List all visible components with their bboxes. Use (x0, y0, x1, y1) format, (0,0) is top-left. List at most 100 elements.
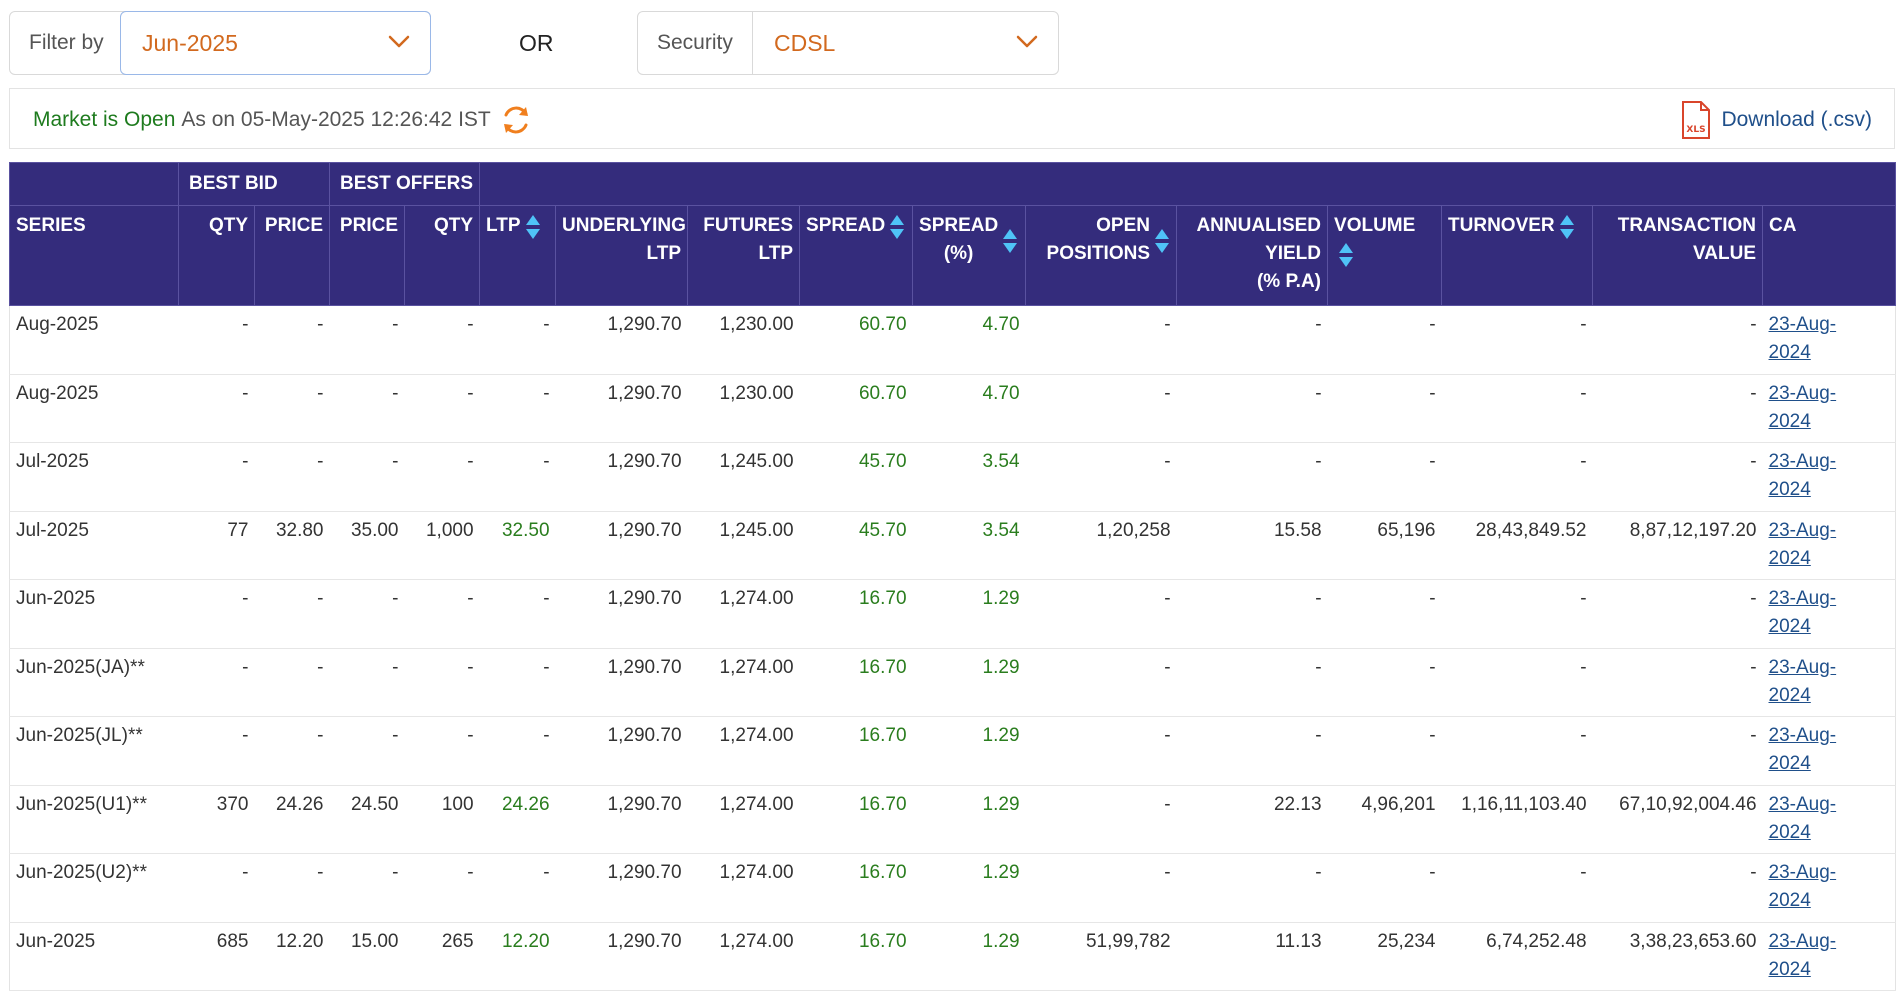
cell-bid-price: 32.80 (254, 511, 330, 580)
col-header-ltp[interactable]: LTP (479, 205, 557, 306)
table-row: Jun-2025 685 12.20 15.00 265 12.20 1,290.70 1,2… (9, 922, 1897, 991)
cell-annualised-yield: - (1176, 305, 1328, 375)
cell-transaction-value: - (1592, 305, 1763, 375)
sort-icon[interactable] (525, 214, 541, 242)
cell-bid-price: - (254, 374, 330, 443)
spread-table: BEST BID BEST OFFERS SERIES QTY PRICE PR… (9, 162, 1897, 991)
cell-ca: 23-Aug- 2024 (1762, 648, 1897, 717)
cell-ltp: - (479, 442, 556, 512)
security-select[interactable]: CDSL (752, 11, 1058, 75)
ca-date-link[interactable]: 23-Aug- 2024 (1768, 382, 1837, 432)
cell-underlying-ltp: 1,290.70 (555, 853, 688, 923)
cell-turnover: - (1441, 374, 1593, 443)
col-header-offer-price: PRICE (329, 205, 405, 306)
cell-spread-pct: 1.29 (912, 785, 1026, 854)
col-header-volume[interactable]: VOLUME (1327, 205, 1443, 306)
status-bar: Market is Open As on 05-May-2025 12:26:4… (9, 88, 1895, 149)
cell-transaction-value: - (1592, 716, 1763, 786)
cell-series: Jun-2025 (9, 922, 179, 991)
cell-underlying-ltp: 1,290.70 (555, 511, 688, 580)
ca-date-link[interactable]: 23-Aug- 2024 (1768, 519, 1837, 569)
cell-open-positions: 1,20,258 (1025, 511, 1177, 580)
table-group-header-row: BEST BID BEST OFFERS (9, 162, 1897, 206)
ca-date-link[interactable]: 23-Aug- 2024 (1768, 930, 1837, 980)
table-row: Aug-2025- - - - -1,290.70 1,230.00 60.70 4.70- -… (9, 305, 1897, 375)
cell-annualised-yield: 11.13 (1176, 922, 1328, 991)
ca-date-link[interactable]: 23-Aug- 2024 (1768, 451, 1837, 500)
cell-spread: 60.70 (799, 374, 913, 443)
cell-ca: 23-Aug- 2024 (1762, 579, 1897, 649)
or-label: OR (519, 29, 554, 56)
cell-ltp: - (479, 648, 556, 717)
cell-bid-qty: 370 (178, 785, 255, 854)
cell-futures-ltp: 1,274.00 (687, 853, 800, 923)
sort-icon[interactable] (1559, 214, 1575, 242)
security-label: Security (657, 31, 733, 54)
cell-spread: 16.70 (799, 579, 913, 649)
cell-series: Jun-2025(JA)** (9, 648, 179, 717)
cell-series: Jul-2025 (9, 442, 179, 512)
cell-spread: 16.70 (799, 648, 913, 717)
cell-offer-qty: - (404, 716, 480, 786)
cell-annualised-yield: - (1176, 442, 1328, 512)
ca-date-link[interactable]: 23-Aug- 2024 (1768, 656, 1837, 706)
cell-bid-qty: 685 (178, 922, 255, 991)
ca-date-link[interactable]: 23-Aug- 2024 (1768, 725, 1837, 774)
cell-offer-price: - (329, 853, 405, 923)
ca-date-link[interactable]: 23-Aug- 2024 (1768, 862, 1837, 911)
table-row: Jun-2025(U2)** - - - - -1,290.70 1,274.00 16.70… (9, 853, 1897, 923)
cell-futures-ltp: 1,245.00 (687, 442, 800, 512)
cell-ca: 23-Aug- 2024 (1762, 442, 1897, 512)
download-csv-button[interactable]: XLS Download (.csv) (1681, 89, 1872, 150)
table-row: Jun-2025(U1)** 370 24.26 24.50 100 24.26 1,290… (9, 785, 1897, 854)
cell-bid-price: - (254, 648, 330, 717)
cell-ca: 23-Aug- 2024 (1762, 374, 1897, 443)
cell-offer-qty: - (404, 442, 480, 512)
sort-icon[interactable] (1002, 228, 1018, 256)
sort-icon[interactable] (889, 214, 905, 242)
sort-icon[interactable] (1154, 228, 1170, 256)
table-body: Aug-2025- - - - -1,290.70 1,230.00 60.70 4.70- -… (9, 305, 1897, 991)
group-header-best-bid: BEST BID (178, 162, 330, 206)
col-header-turnover[interactable]: TURNOVER (1441, 205, 1594, 306)
filter-by-label: Filter by (29, 31, 104, 54)
xls-icon-text: XLS (1687, 125, 1706, 135)
cell-offer-price: - (329, 648, 405, 717)
table-row: Jun-2025(JA)** - - - - -1,290.70 1,274.00 16.70… (9, 648, 1897, 717)
cell-transaction-value: 3,38,23,653.60 (1592, 922, 1763, 991)
cell-spread-pct: 1.29 (912, 579, 1026, 649)
ca-date-link[interactable]: 23-Aug- 2024 (1768, 314, 1837, 363)
cell-ltp: - (479, 374, 556, 443)
cell-offer-price: 15.00 (329, 922, 405, 991)
ca-date-link[interactable]: 23-Aug- 2024 (1768, 793, 1837, 843)
cell-open-positions: - (1025, 716, 1177, 786)
cell-futures-ltp: 1,274.00 (687, 648, 800, 717)
col-header-spread-pct[interactable]: SPREAD (%) (912, 205, 1027, 306)
cell-offer-price: - (329, 716, 405, 786)
refresh-icon[interactable] (499, 103, 533, 137)
cell-bid-price: 24.26 (254, 785, 330, 854)
cell-ca: 23-Aug- 2024 (1762, 785, 1897, 854)
ca-date-link[interactable]: 23-Aug- 2024 (1768, 588, 1837, 637)
cell-ltp: - (479, 716, 556, 786)
cell-open-positions: - (1025, 579, 1177, 649)
cell-open-positions: - (1025, 648, 1177, 717)
col-header-series: SERIES (9, 205, 179, 306)
cell-ca: 23-Aug- 2024 (1762, 922, 1897, 991)
col-header-open-positions[interactable]: OPEN POSITIONS (1025, 205, 1178, 306)
sort-icon[interactable] (1338, 242, 1354, 270)
cell-bid-price: - (254, 442, 330, 512)
filter-by-select[interactable]: Jun-2025 (120, 11, 431, 75)
col-header-annualised-yield: ANNUALISED YIELD (% P.A) (1176, 205, 1329, 306)
cell-transaction-value: 67,10,92,004.46 (1592, 785, 1763, 854)
cell-volume: - (1327, 579, 1442, 649)
cell-transaction-value: - (1592, 374, 1763, 443)
cell-annualised-yield: - (1176, 579, 1328, 649)
table-row: Jun-2025(JL)** - - - - -1,290.70 1,274.00 16.70… (9, 716, 1897, 786)
col-header-spread[interactable]: SPREAD (799, 205, 914, 306)
cell-ca: 23-Aug- 2024 (1762, 305, 1897, 375)
col-header-bid-price: PRICE (254, 205, 330, 306)
col-header-underlying-ltp: UNDERLYING LTP (555, 205, 689, 306)
cell-transaction-value: - (1592, 579, 1763, 649)
cell-offer-price: 24.50 (329, 785, 405, 854)
